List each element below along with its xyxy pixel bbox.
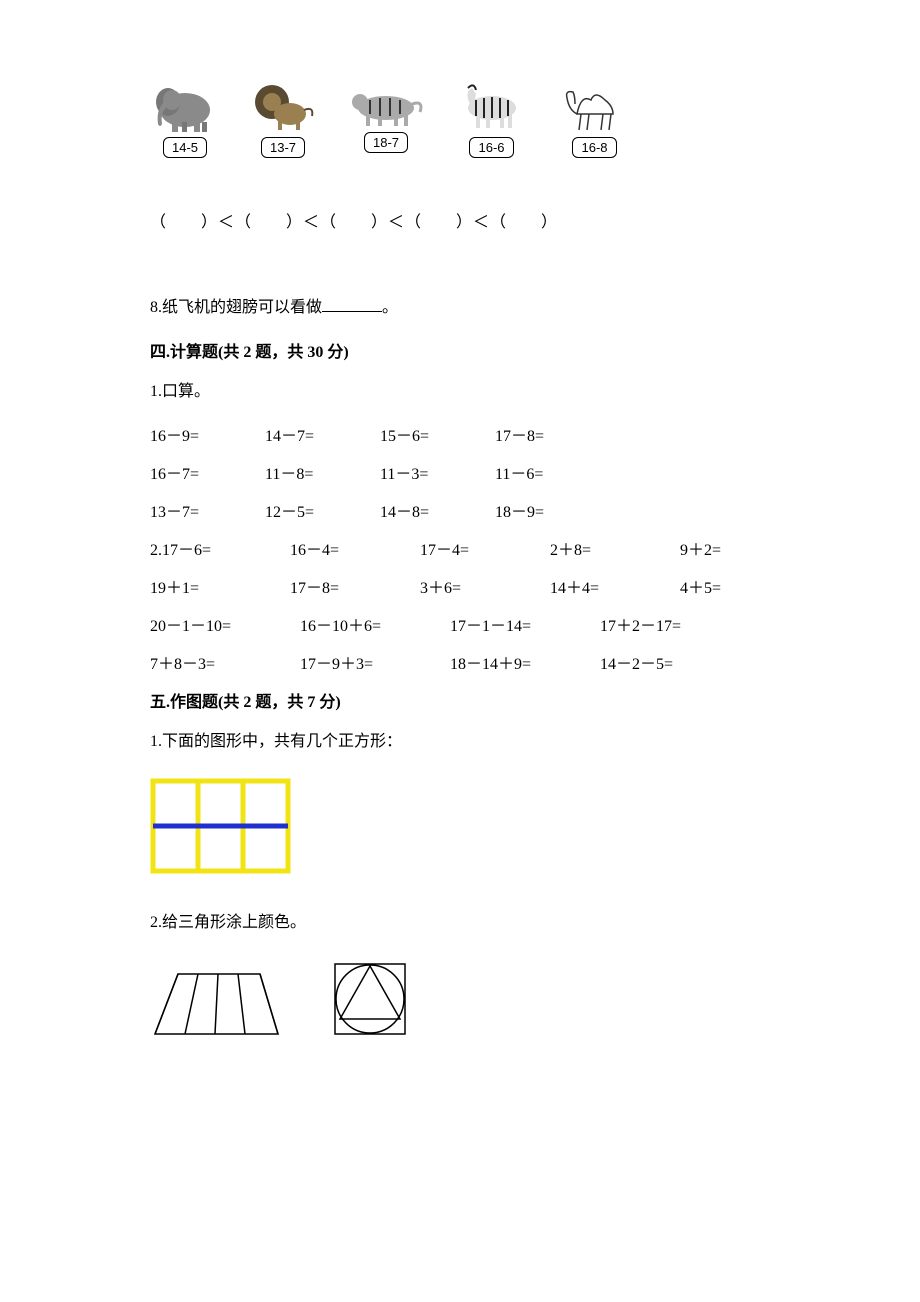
section5-q1: 1.下面的图形中，共有几个正方形： <box>150 726 770 758</box>
calc-cell: 4＋5= <box>680 574 780 598</box>
calc-cell: 3＋6= <box>420 574 550 598</box>
calc-row-2a: 2.17－6= 16－4= 17－4= 2＋8= 9＋2= <box>150 536 770 560</box>
section-4-heading: 四.计算题(共 2 题，共 30 分) <box>150 338 770 362</box>
section-5-heading: 五.作图题(共 2 题，共 7 分) <box>150 688 770 712</box>
calc-cell: 12－5= <box>265 498 380 522</box>
calc-cell: 17－4= <box>420 536 550 560</box>
q8-blank <box>322 311 382 312</box>
animal-label-zebra: 16-6 <box>469 137 513 158</box>
calc-cell: 7＋8－3= <box>150 650 300 674</box>
zebra-icon <box>454 80 529 135</box>
calc-cell: 17－8= <box>290 574 420 598</box>
calc-cell: 11－6= <box>495 460 610 484</box>
q8-prefix: 8.纸飞机的翅膀可以看做 <box>150 299 322 316</box>
calc-row-2d: 7＋8－3= 17－9＋3= 18－14＋9= 14－2－5= <box>150 650 770 674</box>
elephant-icon <box>150 80 220 135</box>
animal-zebra: 16-6 <box>454 80 529 158</box>
calc-cell: 13－7= <box>150 498 265 522</box>
calc-cell: 17＋2－17= <box>600 612 750 636</box>
calc-row-3: 13－7= 12－5= 14－8= 18－9= <box>150 498 770 522</box>
parallelogram-shape-icon <box>150 969 280 1039</box>
calc-row-2c: 20－1－10= 16－10＋6= 17－1－14= 17＋2－17= <box>150 612 770 636</box>
animal-label-camel: 16-8 <box>572 137 616 158</box>
animal-row: 14-5 13-7 <box>150 80 770 158</box>
calc-cell: 2＋8= <box>550 536 680 560</box>
calc-cell: 11－3= <box>380 460 495 484</box>
animal-label-lion: 13-7 <box>261 137 305 158</box>
calc-cell: 17－8= <box>495 422 610 446</box>
calc-cell: 16－10＋6= <box>300 612 450 636</box>
calc-cell: 11－8= <box>265 460 380 484</box>
shapes-row <box>150 959 770 1039</box>
section4-q1-label: 1.口算。 <box>150 376 770 408</box>
calc-cell: 18－9= <box>495 498 610 522</box>
calc-cell: 14－8= <box>380 498 495 522</box>
calc-cell: 16－9= <box>150 422 265 446</box>
animal-lion: 13-7 <box>248 80 318 158</box>
calc-cell: 15－6= <box>380 422 495 446</box>
calc-cell: 19＋1= <box>150 574 290 598</box>
animal-camel: 16-8 <box>557 80 632 158</box>
animal-label-elephant: 14-5 <box>163 137 207 158</box>
question-8: 8.纸飞机的翅膀可以看做 。 <box>150 292 770 324</box>
calc-cell: 17－9＋3= <box>300 650 450 674</box>
section5-q2: 2.给三角形涂上颜色。 <box>150 907 770 939</box>
calc-row-2b: 19＋1= 17－8= 3＋6= 14＋4= 4＋5= <box>150 574 770 598</box>
tiger-icon <box>346 80 426 130</box>
compare-blanks: （ ）＜（ ）＜（ ）＜（ ）＜（ ） <box>150 208 770 232</box>
calc-row-1: 16－9= 14－7= 15－6= 17－8= <box>150 422 770 446</box>
lion-icon <box>248 80 318 135</box>
grid-squares-icon <box>150 778 295 878</box>
calc-cell: 16－7= <box>150 460 265 484</box>
calc-cell: 14－2－5= <box>600 650 750 674</box>
q8-suffix: 。 <box>382 299 398 316</box>
calc-cell: 2.17－6= <box>150 536 290 560</box>
animal-elephant: 14-5 <box>150 80 220 158</box>
calc-row-2: 16－7= 11－8= 11－3= 11－6= <box>150 460 770 484</box>
animal-tiger: 18-7 <box>346 80 426 158</box>
calc-cell: 16－4= <box>290 536 420 560</box>
calc-cell: 18－14＋9= <box>450 650 600 674</box>
calc-cell: 14－7= <box>265 422 380 446</box>
calc-cell: 14＋4= <box>550 574 680 598</box>
calc-cell: 9＋2= <box>680 536 780 560</box>
calc-cell: 17－1－14= <box>450 612 600 636</box>
calc-cell: 20－1－10= <box>150 612 300 636</box>
grid-figure <box>150 778 770 883</box>
camel-icon <box>557 80 632 135</box>
animal-label-tiger: 18-7 <box>364 132 408 153</box>
square-circle-triangle-icon <box>330 959 410 1039</box>
